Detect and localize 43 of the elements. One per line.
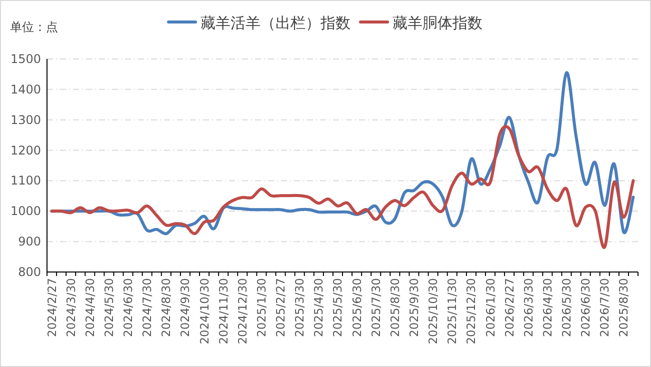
x-tick-label: 2024/8/30: [159, 278, 174, 337]
x-tick-label: 2025/6/30: [350, 278, 364, 337]
legend-label: 藏羊胴体指数: [392, 14, 482, 32]
y-tick-label: 1000: [10, 204, 41, 218]
x-tick-label: 2025/7/30: [368, 278, 383, 337]
x-tick-label: 2024/5/30: [102, 278, 116, 337]
x-tick-label: 2024/10/30: [197, 278, 212, 344]
y-tick-label: 1500: [10, 52, 41, 66]
x-tick-label: 2024/11/30: [216, 278, 230, 344]
y-tick-label: 1300: [10, 112, 41, 127]
legend-label: 藏羊活羊（出栏）指数: [200, 14, 350, 32]
line-series: [50, 126, 635, 249]
x-tick-label: 2024/9/30: [178, 278, 192, 337]
x-tick-label: 2025/8/30: [388, 278, 402, 337]
x-tick-label: 2025/11/30: [445, 278, 460, 344]
x-tick-label: 2025/4/30: [312, 278, 326, 337]
y-tick-label: 1400: [10, 82, 41, 96]
x-tick-label: 2026/6/30: [578, 278, 593, 337]
x-tick-label: 2025/5/30: [330, 278, 345, 337]
y-tick-label: 1100: [10, 174, 41, 188]
y-tick-label: 900: [18, 234, 41, 249]
x-tick-label: 2024/3/30: [64, 278, 78, 337]
x-tick-label: 2026/3/30: [521, 278, 536, 337]
x-tick-label: 2024/7/30: [140, 278, 154, 337]
x-tick-label: 2026/5/30: [560, 278, 574, 337]
x-tick-label: 2024/6/30: [121, 278, 136, 337]
x-tick-label: 2026/4/30: [540, 278, 554, 337]
y-tick-label: 800: [18, 265, 41, 279]
y-tick-label: 1200: [10, 143, 41, 158]
x-tick-label: 2024/12/30: [235, 278, 250, 344]
x-tick-label: 2025/12/30: [464, 278, 478, 344]
x-tick-label: 2025/8/30: [616, 278, 631, 337]
x-tick-label: 2026/1/30: [483, 278, 498, 337]
x-tick-label: 2025/2/27: [274, 278, 288, 337]
x-tick-label: 2025/1/30: [254, 278, 268, 337]
x-tick-label: 2024/2/27: [44, 278, 59, 337]
x-tick-label: 2025/3/30: [292, 278, 307, 337]
x-tick-label: 2025/10/30: [426, 278, 440, 344]
y-axis-title: 单位：点: [10, 20, 58, 34]
x-tick-label: 2026/2/27: [502, 278, 516, 337]
x-tick-label: 2025/9/30: [406, 278, 421, 337]
x-tick-label: 2026/7/30: [598, 278, 612, 337]
x-tick-label: 2024/4/30: [82, 278, 97, 337]
